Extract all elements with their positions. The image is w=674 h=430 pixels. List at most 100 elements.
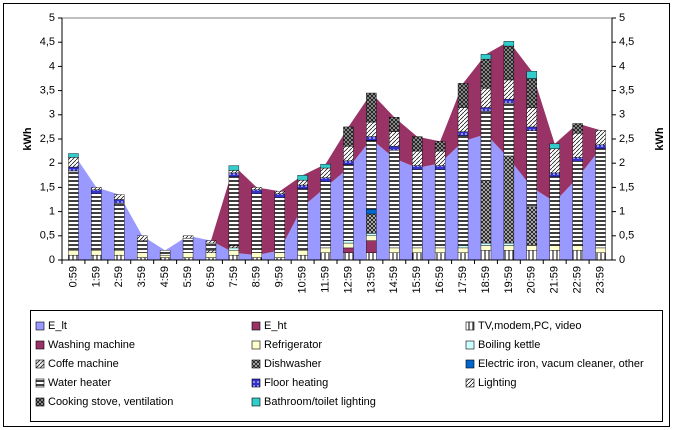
bar-segment	[182, 238, 194, 253]
legend-label: Bathroom/toilet lighting	[264, 396, 376, 408]
bar-segment	[595, 252, 606, 261]
bar-segment	[457, 131, 469, 136]
y2-tick-label: 1,5	[619, 181, 634, 193]
bar-segment	[320, 163, 331, 169]
bar-segment	[91, 254, 102, 261]
bar-segment	[68, 170, 79, 251]
legend-label: Refrigerator	[264, 339, 322, 351]
bar-segment	[549, 176, 560, 246]
x-tick-label: 4:59	[159, 266, 171, 287]
bar-segment	[91, 250, 102, 256]
x-tick-label: 0:59	[67, 266, 79, 287]
bar-segment	[595, 247, 606, 253]
bar-segment	[549, 143, 560, 149]
x-tick-label: 12:59	[342, 266, 354, 294]
bar-segment	[228, 172, 240, 177]
x-tick-label: 14:59	[388, 266, 400, 294]
bar-segment	[297, 188, 308, 251]
bar-segment	[412, 136, 423, 152]
bar-segment	[389, 247, 400, 253]
x-tick-label: 18:59	[480, 266, 492, 294]
x-tick-label: 8:59	[251, 266, 263, 287]
legend-swatch	[465, 340, 475, 350]
bar-segment	[412, 150, 423, 166]
y2-tick-label: 0,5	[619, 230, 634, 242]
legend-swatch	[251, 397, 261, 407]
bar-segment	[412, 252, 423, 261]
bar-segment	[366, 140, 377, 210]
y-tick-label: 2,5	[40, 133, 55, 145]
bar-segment	[503, 242, 515, 246]
bar-segment	[480, 179, 492, 244]
bar-segment	[503, 79, 515, 100]
bar-segment	[457, 83, 469, 108]
bar-segment	[389, 252, 400, 261]
bar-segment	[205, 250, 217, 253]
bar-segment	[91, 187, 102, 191]
bar-segment	[297, 250, 308, 256]
y-tick-label: 3	[49, 109, 55, 121]
bar-segment	[503, 155, 515, 244]
bar-segment	[457, 135, 469, 246]
y2-axis-label: kWh	[654, 127, 666, 151]
bar-segment	[503, 45, 515, 81]
bar-segment	[182, 235, 194, 239]
bar-segment	[503, 250, 515, 261]
bar-segment	[572, 245, 583, 251]
bar-segment	[343, 247, 354, 253]
bar-segment	[205, 242, 217, 251]
bar-segment	[182, 252, 194, 258]
y2-tick-label: 4,5	[619, 36, 634, 48]
bar-segment	[572, 157, 583, 162]
bar-segment	[526, 78, 537, 108]
bar-segment	[526, 107, 537, 128]
legend-label: Dishwasher	[264, 358, 322, 370]
bar-segment	[480, 111, 492, 181]
y2-tick-label: 2	[619, 157, 625, 169]
y-tick-label: 4,5	[40, 36, 55, 48]
bar-segment	[343, 240, 354, 244]
bar-segment	[434, 252, 446, 261]
bar-segment	[274, 252, 285, 258]
x-tick-label: 5:59	[182, 266, 194, 287]
legend-label: Washing machine	[48, 339, 135, 351]
bar-segment	[205, 240, 217, 244]
bar-segment	[549, 172, 560, 177]
bar-segment	[366, 252, 377, 261]
bar-segment	[434, 141, 446, 152]
x-tick-label: 20:59	[526, 266, 538, 294]
y-tick-label: 4	[49, 60, 55, 72]
bar-segment	[572, 132, 583, 158]
y2-tick-label: 4	[619, 60, 625, 72]
bar-segment	[572, 161, 583, 246]
legend-label: Lighting	[478, 377, 517, 389]
bar-segment	[251, 252, 262, 258]
bar-segment	[343, 146, 354, 161]
bar-segment	[114, 250, 125, 256]
bar-segment	[68, 157, 79, 168]
legend-swatch	[35, 397, 45, 407]
bar-segment	[572, 123, 583, 134]
legend-swatch	[35, 321, 45, 331]
bar-segment	[526, 71, 537, 79]
bar-segment	[228, 250, 240, 256]
bar-segment	[274, 191, 285, 194]
x-tick-label: 3:59	[136, 266, 148, 287]
bar-segment	[251, 193, 262, 253]
x-tick-label: 10:59	[297, 266, 309, 294]
bar-segment	[205, 252, 217, 258]
area	[73, 134, 601, 260]
bar-segment	[114, 199, 125, 204]
y-tick-label: 0,5	[40, 230, 55, 242]
bar-segment	[68, 254, 79, 261]
bar-segment	[595, 144, 606, 149]
bar-segment	[389, 131, 400, 147]
y2-tick-label: 3,5	[619, 85, 634, 97]
bar-segment	[343, 164, 354, 241]
y2-tick-label: 2,5	[619, 133, 634, 145]
bar-segment	[503, 245, 515, 251]
x-tick-label: 11:59	[319, 266, 331, 293]
x-tick-label: 22:59	[572, 266, 584, 294]
y2-tick-label: 3	[619, 109, 625, 121]
